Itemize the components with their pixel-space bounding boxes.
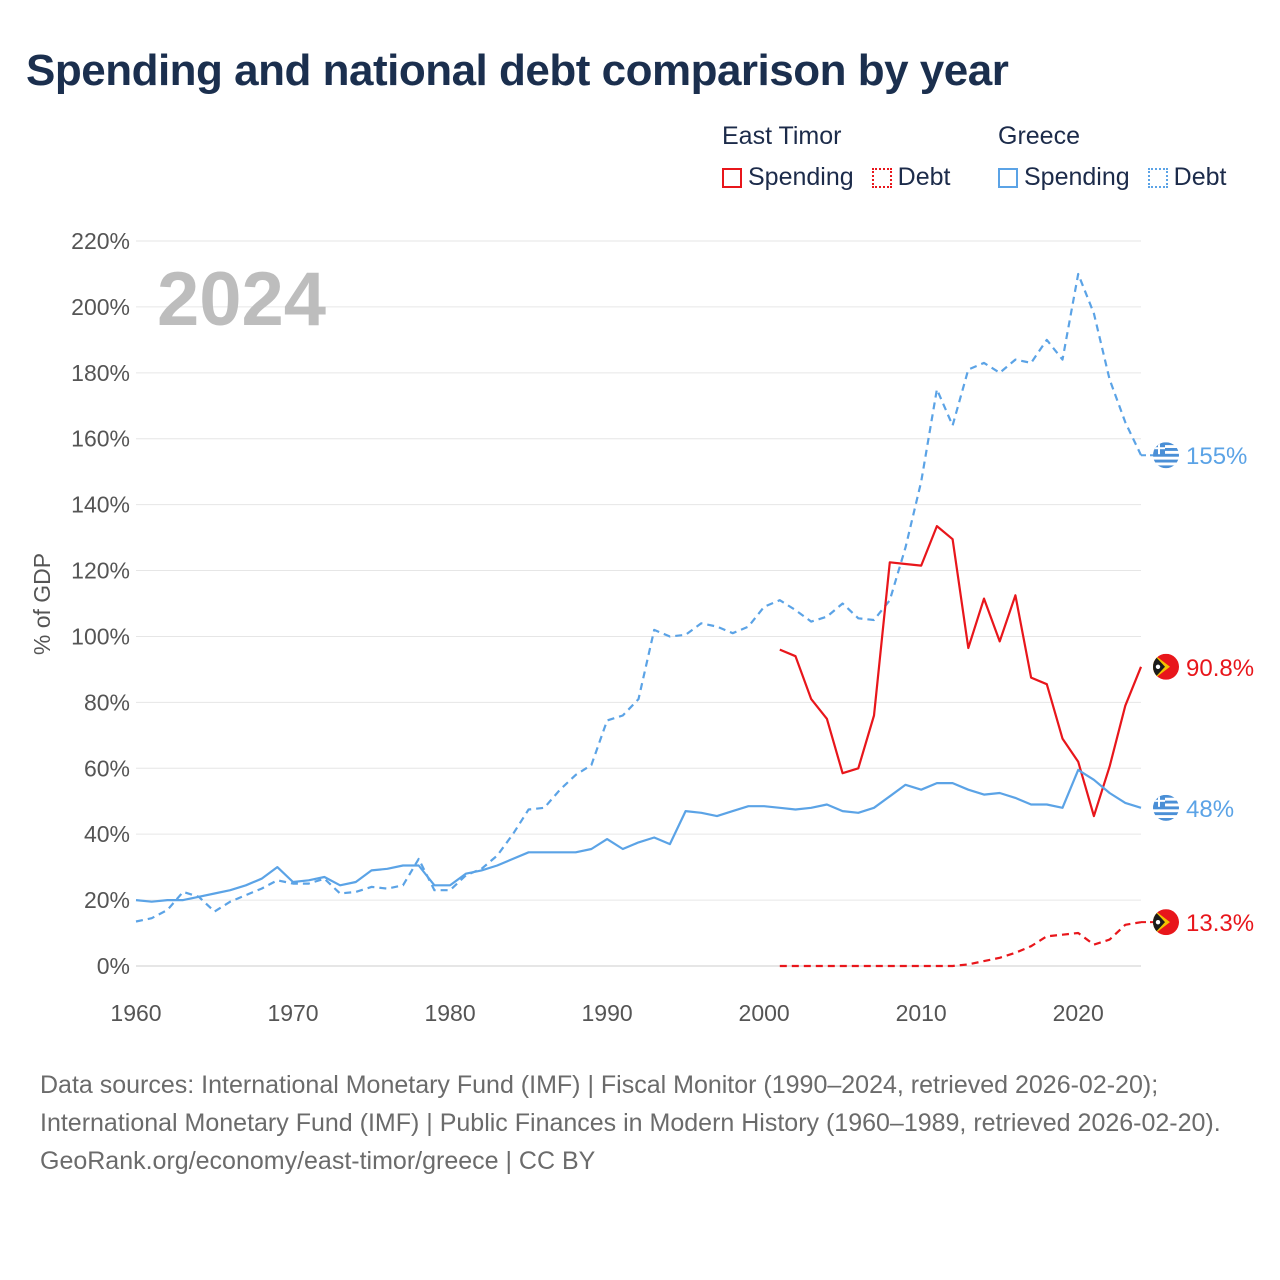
legend-item-east-timor-debt[interactable]: Debt — [871, 163, 951, 192]
x-tick-label: 2010 — [896, 1000, 947, 1026]
y-tick-label: 120% — [71, 558, 130, 584]
legend-greece: Greece Spending Debt — [998, 122, 1226, 192]
east-timor-flag-icon — [1153, 909, 1179, 936]
legend-country-east-timor: East Timor — [722, 122, 842, 150]
end-value-label: 90.8% — [1186, 655, 1254, 682]
credit-link[interactable]: GeoRank.org/economy/east-timor/greece | … — [40, 1147, 596, 1175]
y-axis-label: % of GDP — [29, 553, 55, 655]
data-sources: Data sources: International Monetary Fun… — [40, 1071, 1221, 1137]
east-timor-flag-icon — [1153, 653, 1179, 680]
x-tick-label: 1960 — [110, 1000, 161, 1026]
end-value-label: 13.3% — [1186, 910, 1254, 937]
legend-item-label: Spending — [1024, 163, 1130, 191]
y-axis-ticks: 0% 20% 40% 60% 80% 100% 120% 140% 160% 180% 200% 22… — [71, 228, 130, 979]
legend-item-east-timor-spending[interactable]: Spending — [722, 163, 854, 192]
series-line-greece-debt[interactable] — [135, 272, 1142, 923]
series-line-east-timor-debt[interactable] — [779, 921, 1142, 968]
series-line-east-timor-spending[interactable] — [779, 525, 1143, 818]
legend-east-timor: East Timor Spending Debt — [722, 122, 950, 192]
legend-item-greece-spending[interactable]: Spending — [998, 163, 1130, 192]
footer: Data sources: International Monetary Fun… — [40, 1066, 1240, 1180]
y-tick-label: 40% — [84, 821, 130, 847]
greece-flag-icon — [1153, 794, 1179, 821]
legend-swatch-solid-blue — [998, 167, 1018, 188]
y-tick-label: 200% — [71, 294, 130, 320]
x-tick-label: 2000 — [739, 1000, 790, 1026]
end-value-label: 48% — [1186, 796, 1234, 823]
series-line-greece-spending[interactable] — [135, 768, 1142, 903]
legend-country-greece: Greece — [998, 122, 1080, 150]
y-tick-label: 20% — [84, 887, 130, 913]
current-year-label: 2024 — [157, 257, 326, 342]
legend-swatch-dotted-blue — [1147, 167, 1168, 188]
x-tick-label: 1980 — [424, 1000, 475, 1026]
y-tick-label: 140% — [71, 492, 130, 518]
legend-item-label: Debt — [897, 163, 951, 191]
x-tick-label: 1970 — [267, 1000, 318, 1026]
legend-item-greece-debt[interactable]: Debt — [1147, 163, 1227, 192]
end-markers: 155% 90.8% 48% 13.3% — [1141, 442, 1254, 937]
legend-item-label: Spending — [748, 163, 854, 191]
y-tick-label: 80% — [84, 689, 130, 715]
chart-title: Spending and national debt comparison by… — [26, 46, 1009, 95]
x-axis-ticks: 1960 1970 1980 1990 2000 2010 2020 — [110, 1000, 1103, 1026]
y-tick-label: 60% — [84, 755, 130, 781]
y-tick-label: 0% — [97, 953, 130, 979]
y-tick-label: 160% — [71, 426, 130, 452]
end-value-label: 155% — [1186, 443, 1247, 470]
legend-item-label: Debt — [1173, 163, 1227, 191]
y-tick-label: 100% — [71, 623, 130, 649]
legend-swatch-solid-red — [722, 167, 742, 188]
gridlines — [136, 240, 1141, 967]
x-tick-label: 2020 — [1053, 1000, 1104, 1026]
legend-swatch-dotted-red — [871, 167, 892, 188]
y-tick-label: 220% — [71, 228, 130, 254]
line-chart: 0% 20% 40% 60% 80% 100% 120% 140% 160% 180% 200% 22… — [29, 228, 1254, 1026]
y-tick-label: 180% — [71, 360, 130, 386]
series-lines — [135, 272, 1143, 968]
greece-flag-icon — [1153, 442, 1179, 469]
x-tick-label: 1990 — [582, 1000, 633, 1026]
